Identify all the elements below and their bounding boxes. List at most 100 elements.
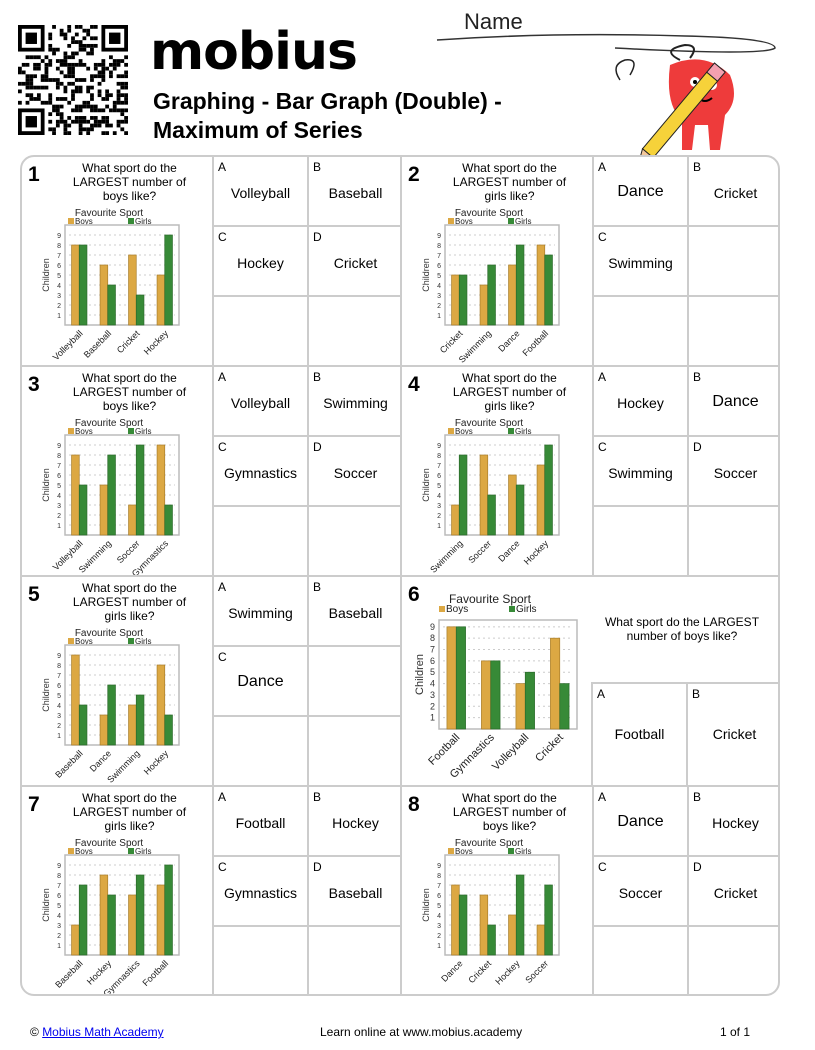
bar-girls-dance: [515, 484, 525, 536]
answer-text: Cricket: [712, 726, 757, 742]
answer-empty: [212, 927, 307, 994]
problem-7: 7 Favourite Sport Boys Girls 1 2 3 4 5 6 7 8 9 Childr…: [22, 787, 402, 994]
problem-number: 8: [408, 793, 420, 816]
y-tick-label: 3: [57, 713, 61, 720]
chart-title: Favourite Sport: [449, 592, 532, 606]
legend-swatch-girls: [508, 428, 514, 434]
bar-boys-dance: [99, 714, 109, 746]
footer-copyright: © Mobius Math Academy: [30, 1025, 164, 1039]
answer-option-b[interactable]: B Dance: [687, 367, 778, 437]
y-tick-label: 9: [57, 653, 61, 660]
bar-boys-baseball: [99, 264, 109, 326]
chart-title: Favourite Sport: [455, 418, 524, 429]
y-tick-label: 8: [57, 243, 61, 250]
answer-option-b[interactable]: B Hockey: [687, 787, 778, 857]
bar-boys-cricket: [550, 637, 561, 730]
y-tick-label: 6: [57, 473, 61, 480]
answer-option-b[interactable]: B Swimming: [307, 367, 402, 437]
y-axis-label: Children: [41, 468, 51, 502]
y-tick-label: 5: [430, 667, 435, 677]
answer-option-c[interactable]: C Gymnastics: [212, 437, 307, 507]
y-tick-label: 7: [437, 463, 441, 470]
answer-option-a[interactable]: A Dance: [592, 157, 687, 227]
bar-boys-football: [536, 244, 546, 326]
answer-option-b[interactable]: B Cricket: [686, 682, 778, 787]
answer-option-c[interactable]: C Hockey: [212, 227, 307, 297]
answer-option-d[interactable]: D Soccer: [687, 437, 778, 507]
answer-option-d[interactable]: D Cricket: [687, 857, 778, 927]
legend-swatch-girls: [508, 848, 514, 854]
answer-empty: [307, 717, 402, 787]
answer-option-c[interactable]: C Swimming: [592, 437, 687, 507]
y-tick-label: 6: [437, 893, 441, 900]
y-tick-label: 2: [437, 933, 441, 940]
chart-title: Favourite Sport: [75, 628, 144, 639]
y-tick-label: 8: [437, 243, 441, 250]
bar-girls-hockey: [544, 444, 553, 536]
answer-option-d[interactable]: D Baseball: [307, 857, 402, 927]
bar-boys-soccer: [479, 454, 489, 536]
x-tick-label: Football: [140, 958, 170, 988]
y-tick-label: 3: [57, 503, 61, 510]
answer-option-b[interactable]: B Hockey: [307, 787, 402, 857]
answer-option-c[interactable]: C Gymnastics: [212, 857, 307, 927]
legend-label-boys: Boys: [75, 847, 93, 856]
legend-swatch-boys: [68, 218, 74, 224]
answer-option-a[interactable]: A Football: [212, 787, 307, 857]
bar-boys-cricket: [128, 254, 137, 326]
answer-option-d[interactable]: D Cricket: [307, 227, 402, 297]
x-tick-label: Baseball: [53, 748, 84, 779]
answer-text: Swimming: [608, 255, 673, 271]
x-tick-label: Dance: [439, 958, 464, 983]
answer-option-b[interactable]: B Baseball: [307, 157, 402, 227]
answer-letter: A: [597, 687, 606, 701]
copyright-symbol: ©: [30, 1025, 39, 1039]
answer-option-a[interactable]: A Dance: [592, 787, 687, 857]
y-tick-label: 5: [437, 273, 441, 280]
name-line: [436, 33, 776, 53]
legend-swatch-boys: [448, 218, 454, 224]
answer-empty: [687, 227, 778, 297]
problem-4: 4 Favourite Sport Boys Girls 1 2 3 4 5 6 7 8 9 Childr…: [402, 367, 778, 577]
bar-boys-swimming: [479, 284, 489, 326]
answer-letter: B: [313, 160, 322, 174]
legend-label-girls: Girls: [135, 847, 151, 856]
answer-option-a[interactable]: A Volleyball: [212, 367, 307, 437]
y-tick-label: 8: [57, 453, 61, 460]
bar-boys-hockey: [508, 914, 517, 956]
answer-option-a[interactable]: A Football: [591, 682, 686, 787]
answer-empty: [212, 717, 307, 787]
answer-option-b[interactable]: B Baseball: [307, 577, 402, 647]
answer-letter: B: [693, 790, 702, 804]
answer-text: Swimming: [323, 395, 388, 411]
problem-number: 7: [28, 793, 40, 816]
answer-letter: A: [218, 160, 227, 174]
answer-text: Cricket: [713, 885, 758, 901]
answer-option-a[interactable]: A Hockey: [592, 367, 687, 437]
answer-option-d[interactable]: D Soccer: [307, 437, 402, 507]
answer-option-a[interactable]: A Volleyball: [212, 157, 307, 227]
footer-website: Learn online at www.mobius.academy: [320, 1025, 523, 1039]
x-tick-label: Dance: [496, 328, 521, 353]
answer-option-c[interactable]: C Soccer: [592, 857, 687, 927]
bar-boys-swimming: [451, 504, 460, 536]
x-tick-label: Dance: [496, 538, 521, 563]
answer-empty: [592, 507, 687, 577]
legend-label-girls: Girls: [135, 217, 151, 226]
question-text: What sport do the LARGEST number of boys…: [604, 615, 760, 643]
answer-option-c[interactable]: C Dance: [212, 647, 307, 717]
answer-text: Hockey: [617, 395, 664, 411]
y-tick-label: 5: [57, 903, 61, 910]
x-tick-label: Cricket: [466, 958, 493, 985]
answer-letter: C: [218, 650, 227, 664]
legend-label-girls: Girls: [135, 427, 151, 436]
answer-option-a[interactable]: A Swimming: [212, 577, 307, 647]
y-tick-label: 9: [57, 443, 61, 450]
answer-option-b[interactable]: B Cricket: [687, 157, 778, 227]
answer-option-c[interactable]: C Swimming: [592, 227, 687, 297]
x-tick-label: Dance: [88, 748, 113, 773]
mobius-link[interactable]: Mobius Math Academy: [42, 1025, 164, 1039]
